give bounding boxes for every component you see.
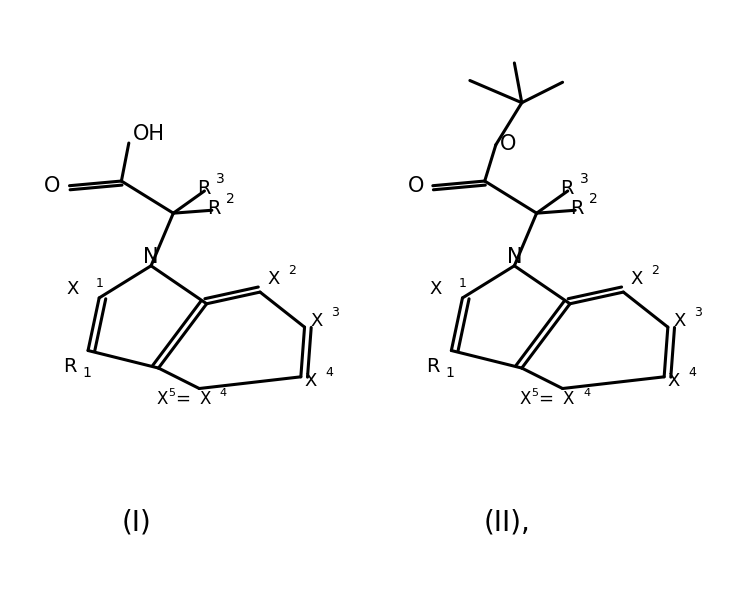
- Text: O: O: [500, 133, 516, 153]
- Text: N: N: [143, 247, 159, 267]
- Text: X: X: [430, 280, 441, 298]
- Text: X: X: [66, 280, 78, 298]
- Text: 5: 5: [531, 388, 538, 398]
- Text: R: R: [207, 199, 220, 218]
- Text: 2: 2: [651, 264, 660, 277]
- Text: X: X: [520, 390, 531, 408]
- Text: O: O: [44, 176, 61, 196]
- Text: 1: 1: [445, 366, 454, 380]
- Text: R: R: [570, 199, 583, 218]
- Text: R: R: [560, 179, 574, 198]
- Text: 3: 3: [217, 172, 225, 186]
- Text: 3: 3: [580, 172, 589, 186]
- Text: 4: 4: [689, 366, 696, 379]
- Text: R: R: [197, 179, 211, 198]
- Text: O: O: [408, 176, 424, 196]
- Text: =: =: [539, 390, 554, 408]
- Text: (II),: (II),: [483, 509, 530, 537]
- Text: (I): (I): [121, 509, 151, 537]
- Text: R: R: [63, 358, 76, 376]
- Text: 1: 1: [82, 366, 91, 380]
- Text: X: X: [668, 372, 681, 391]
- Text: OH: OH: [132, 124, 164, 145]
- Text: 3: 3: [695, 306, 702, 319]
- Text: 2: 2: [589, 192, 598, 205]
- Text: X: X: [563, 390, 574, 408]
- Text: X: X: [267, 270, 280, 289]
- Text: 3: 3: [331, 306, 339, 319]
- Text: 2: 2: [226, 192, 235, 205]
- Text: =: =: [175, 390, 190, 408]
- Text: 4: 4: [325, 366, 333, 379]
- Text: 4: 4: [583, 388, 590, 398]
- Text: 5: 5: [168, 388, 175, 398]
- Text: X: X: [199, 390, 211, 408]
- Text: X: X: [305, 372, 317, 391]
- Text: X: X: [311, 312, 323, 330]
- Text: 2: 2: [288, 264, 296, 277]
- Text: 1: 1: [459, 277, 467, 290]
- Text: X: X: [630, 270, 643, 289]
- Text: N: N: [506, 247, 522, 267]
- Text: R: R: [426, 358, 439, 376]
- Text: 4: 4: [220, 388, 227, 398]
- Text: 1: 1: [96, 277, 103, 290]
- Text: X: X: [674, 312, 686, 330]
- Text: X: X: [156, 390, 168, 408]
